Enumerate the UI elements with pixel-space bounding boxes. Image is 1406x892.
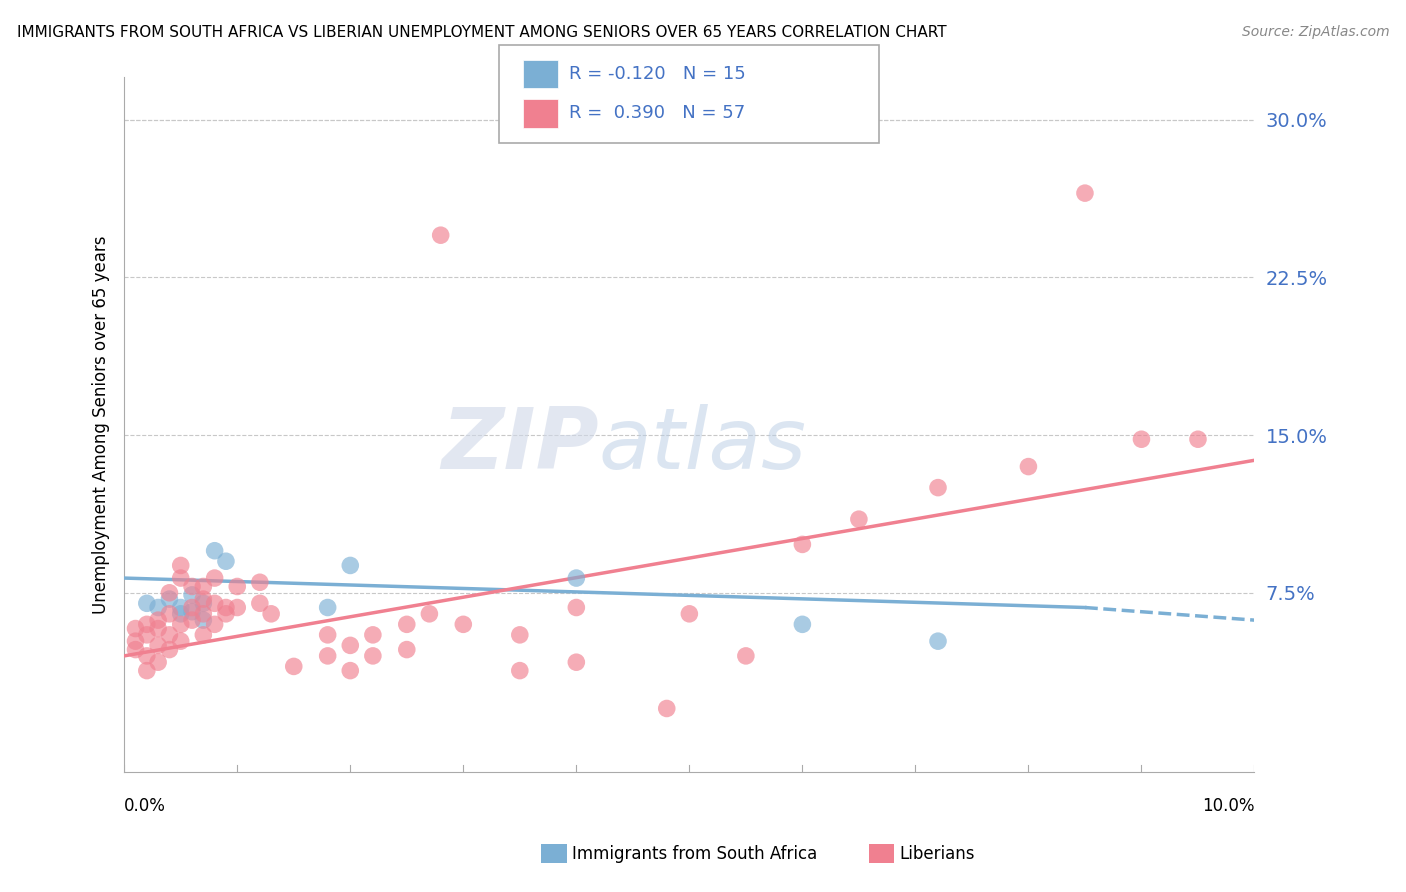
Point <box>792 617 814 632</box>
Point <box>1074 186 1097 201</box>
Point <box>193 592 215 607</box>
Point <box>678 607 700 621</box>
Point <box>170 571 193 585</box>
Point <box>204 571 226 585</box>
Point <box>565 655 588 669</box>
Point <box>848 512 870 526</box>
Point <box>159 592 181 607</box>
Point <box>146 613 169 627</box>
Point <box>509 628 531 642</box>
Point <box>170 634 193 648</box>
Point <box>124 622 146 636</box>
Point <box>215 600 238 615</box>
Point <box>204 617 226 632</box>
Point <box>226 600 249 615</box>
Point <box>395 617 418 632</box>
Point <box>316 648 339 663</box>
Point <box>429 228 451 243</box>
Point <box>339 664 361 678</box>
Point <box>159 642 181 657</box>
Point <box>316 600 339 615</box>
Point <box>565 600 588 615</box>
Text: Immigrants from South Africa: Immigrants from South Africa <box>572 845 817 863</box>
Point <box>927 481 949 495</box>
Point <box>193 613 215 627</box>
Text: R = -0.120   N = 15: R = -0.120 N = 15 <box>569 65 747 83</box>
Point <box>135 617 157 632</box>
Point <box>260 607 283 621</box>
Point <box>181 600 204 615</box>
Point <box>339 558 361 573</box>
Point <box>159 586 181 600</box>
Point <box>135 596 157 610</box>
Point <box>226 579 249 593</box>
Text: Source: ZipAtlas.com: Source: ZipAtlas.com <box>1241 25 1389 39</box>
Point <box>193 607 215 621</box>
Point <box>1017 459 1039 474</box>
Text: R =  0.390   N = 57: R = 0.390 N = 57 <box>569 104 745 122</box>
Text: 0.0%: 0.0% <box>124 797 166 814</box>
Point <box>204 543 226 558</box>
Text: Liberians: Liberians <box>900 845 976 863</box>
Point <box>418 607 440 621</box>
Point <box>170 617 193 632</box>
Point <box>215 607 238 621</box>
Point <box>1130 432 1153 446</box>
Point <box>193 596 215 610</box>
Point <box>655 701 678 715</box>
Point <box>159 628 181 642</box>
Point <box>927 634 949 648</box>
Text: 10.0%: 10.0% <box>1202 797 1254 814</box>
Point <box>159 607 181 621</box>
Point <box>193 579 215 593</box>
Point <box>361 628 384 642</box>
Point <box>170 558 193 573</box>
Point <box>316 628 339 642</box>
Point <box>124 642 146 657</box>
Point <box>361 648 384 663</box>
Point <box>453 617 475 632</box>
Point <box>146 600 169 615</box>
Text: ZIP: ZIP <box>441 404 599 487</box>
Point <box>283 659 305 673</box>
Point <box>146 622 169 636</box>
Point <box>339 639 361 653</box>
Point <box>181 613 204 627</box>
Point <box>193 628 215 642</box>
Point <box>792 537 814 551</box>
Point <box>181 579 204 593</box>
Point <box>135 648 157 663</box>
Point <box>249 575 271 590</box>
Y-axis label: Unemployment Among Seniors over 65 years: Unemployment Among Seniors over 65 years <box>93 235 110 614</box>
Point <box>146 639 169 653</box>
Text: IMMIGRANTS FROM SOUTH AFRICA VS LIBERIAN UNEMPLOYMENT AMONG SENIORS OVER 65 YEAR: IMMIGRANTS FROM SOUTH AFRICA VS LIBERIAN… <box>17 25 946 40</box>
Point <box>124 634 146 648</box>
Point <box>135 628 157 642</box>
Point <box>215 554 238 568</box>
Point <box>565 571 588 585</box>
Point <box>509 664 531 678</box>
Point <box>181 605 204 619</box>
Point <box>181 588 204 602</box>
Point <box>170 607 193 621</box>
Point <box>734 648 756 663</box>
Point <box>395 642 418 657</box>
Point <box>1187 432 1209 446</box>
Point <box>135 664 157 678</box>
Text: atlas: atlas <box>599 404 807 487</box>
Point <box>146 655 169 669</box>
Point <box>170 600 193 615</box>
Point <box>204 596 226 610</box>
Point <box>249 596 271 610</box>
